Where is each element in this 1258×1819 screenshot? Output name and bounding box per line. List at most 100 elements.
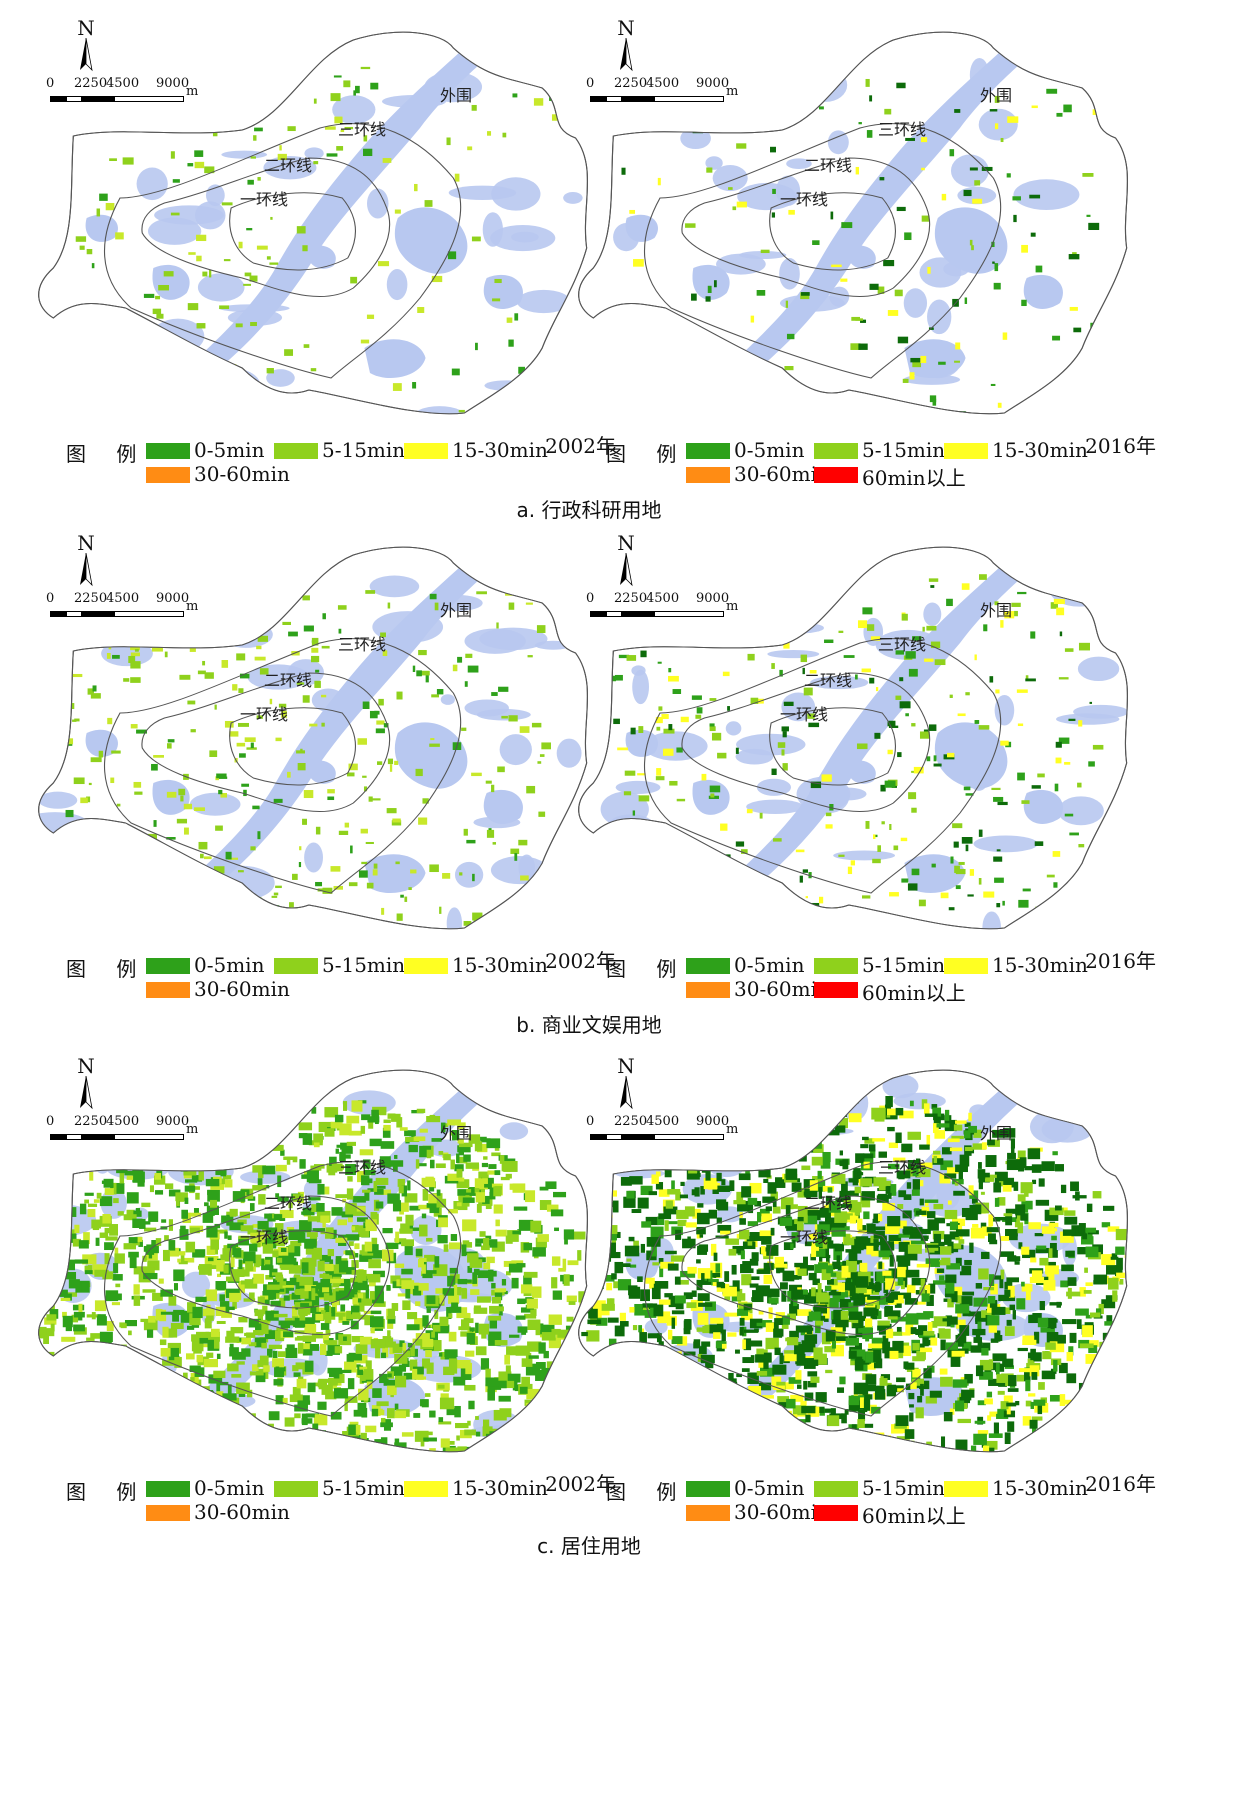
land-patch <box>665 1221 678 1225</box>
land-patch <box>925 1396 937 1404</box>
land-patch <box>637 1197 649 1209</box>
land-patch <box>749 1258 759 1266</box>
land-patch <box>747 1372 759 1384</box>
land-patch <box>351 1463 356 1467</box>
legend: 图 例 0-5min 5-15min 15-30min 30-60min <box>66 953 548 1007</box>
land-patch <box>104 1188 114 1195</box>
land-patch <box>771 1322 779 1330</box>
land-patch <box>855 1153 865 1163</box>
land-patch <box>626 655 637 661</box>
land-patch <box>831 1093 840 1104</box>
land-patch <box>736 1373 742 1378</box>
land-patch <box>1019 1368 1033 1373</box>
land-patch <box>763 1178 769 1184</box>
land-patch <box>471 104 477 111</box>
land-patch <box>614 1325 625 1337</box>
land-patch <box>877 845 881 852</box>
land-patch <box>249 1243 258 1252</box>
land-patch <box>502 132 507 138</box>
land-patch <box>382 1345 389 1358</box>
land-patch <box>209 1450 222 1452</box>
land-patch <box>483 1156 488 1160</box>
land-patch <box>562 1258 567 1271</box>
water-patch <box>179 911 207 921</box>
land-patch <box>322 887 333 894</box>
land-patch <box>1022 1416 1032 1426</box>
land-patch <box>502 1380 515 1389</box>
land-patch <box>282 621 291 626</box>
land-patch <box>896 1326 902 1333</box>
land-patch <box>947 1246 959 1253</box>
land-patch <box>278 1320 293 1326</box>
land-patch <box>896 1436 910 1440</box>
land-patch <box>1021 800 1030 804</box>
legend-swatch <box>686 958 730 974</box>
legend-swatch <box>686 982 730 998</box>
land-patch <box>467 1265 473 1273</box>
land-patch <box>683 1292 693 1300</box>
land-patch <box>527 1341 542 1352</box>
land-patch <box>331 1207 343 1216</box>
land-patch <box>225 851 232 860</box>
land-patch <box>808 872 812 879</box>
land-patch <box>215 1281 227 1291</box>
land-patch <box>511 1277 519 1289</box>
land-patch <box>609 1346 621 1353</box>
land-patch <box>1066 1291 1081 1297</box>
land-patch <box>642 1159 650 1168</box>
land-patch <box>133 1170 142 1183</box>
land-patch <box>426 1203 441 1208</box>
land-patch <box>242 1251 256 1264</box>
land-patch <box>301 1413 308 1426</box>
lake <box>364 339 426 378</box>
land-patch <box>831 264 842 268</box>
water-patch <box>739 114 759 127</box>
land-patch <box>225 1336 240 1343</box>
land-patch <box>716 903 723 910</box>
legend-label: 30-60min <box>734 977 830 1001</box>
land-patch <box>680 1389 691 1399</box>
land-patch <box>238 1281 246 1293</box>
land-patch <box>793 1112 803 1122</box>
land-patch <box>757 1443 764 1449</box>
land-patch <box>856 1460 868 1470</box>
land-patch <box>206 1225 218 1238</box>
land-patch <box>482 1426 493 1437</box>
land-patch <box>1045 1342 1056 1350</box>
land-patch <box>1022 1335 1035 1341</box>
land-patch <box>324 1186 330 1195</box>
land-patch <box>77 1395 82 1404</box>
land-patch <box>282 1397 288 1404</box>
land-patch <box>355 85 360 94</box>
land-patch <box>391 1303 399 1311</box>
land-patch <box>809 670 817 674</box>
land-patch <box>750 697 759 704</box>
legend-label: 5-15min <box>322 953 406 977</box>
land-patch <box>46 1314 57 1321</box>
land-patch <box>100 393 108 398</box>
land-patch <box>466 1332 475 1345</box>
land-patch <box>810 902 820 906</box>
land-patch <box>667 1189 681 1195</box>
land-patch <box>201 1435 215 1443</box>
land-patch <box>696 1232 702 1239</box>
ring-road-3 <box>644 638 1002 894</box>
land-patch <box>359 1462 364 1473</box>
land-patch <box>86 319 93 324</box>
land-patch <box>711 732 722 741</box>
land-patch <box>156 313 164 319</box>
land-patch <box>724 1154 738 1165</box>
land-patch <box>850 343 861 350</box>
land-patch <box>941 1147 952 1155</box>
water-patch <box>266 369 295 387</box>
land-patch <box>803 1191 817 1196</box>
land-patch <box>1110 1256 1119 1260</box>
land-patch <box>741 1368 750 1372</box>
land-patch <box>978 878 982 885</box>
land-patch <box>865 1278 874 1287</box>
scale-unit: m <box>186 1122 199 1137</box>
land-patch <box>247 1448 258 1452</box>
land-patch <box>695 714 702 719</box>
land-patch <box>728 885 740 894</box>
land-patch <box>424 1254 436 1262</box>
